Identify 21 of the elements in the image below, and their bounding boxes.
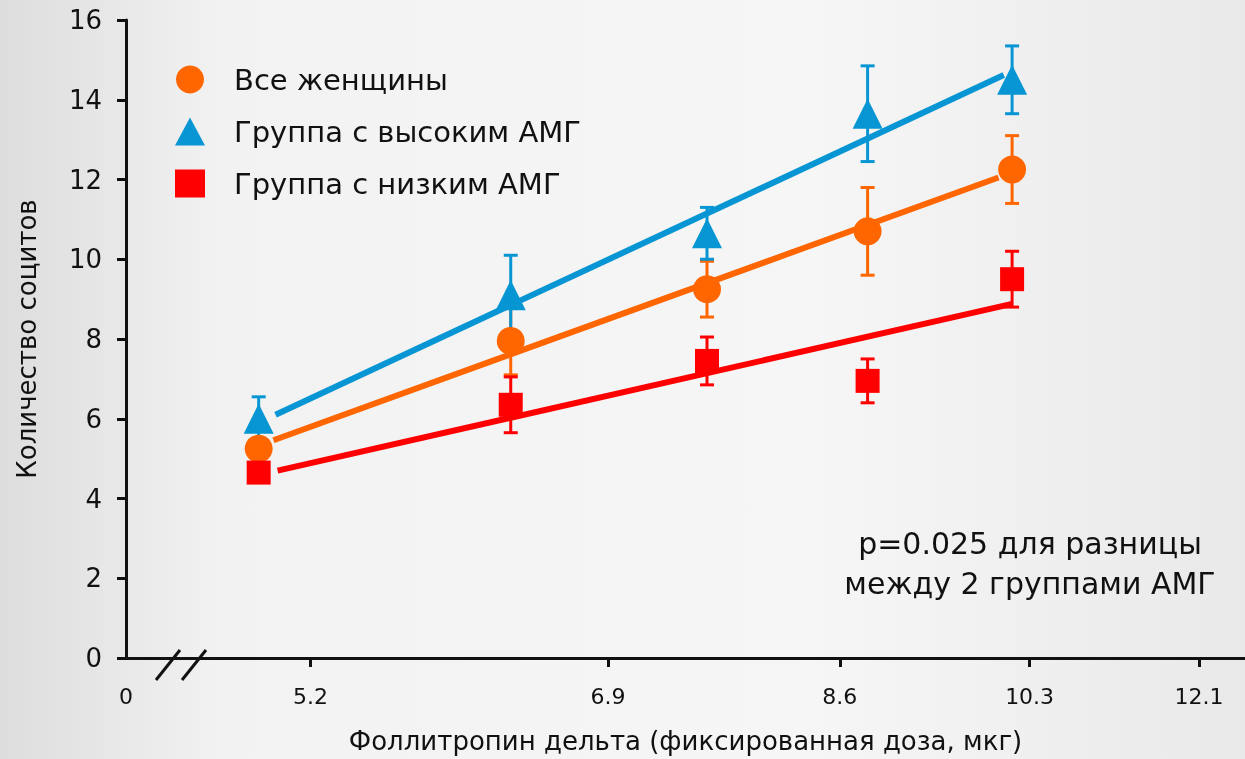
y-tick-label: 10 — [68, 244, 102, 275]
y-tick-label: 6 — [85, 403, 102, 434]
y-tick-label: 16 — [68, 5, 102, 35]
x-tick-label: 0 — [119, 683, 133, 709]
annotation: p=0.025 для разницы между 2 группами АМГ — [843, 525, 1217, 603]
y-axis-title: Количество социтов — [12, 199, 42, 479]
y-tick-label: 0 — [85, 643, 102, 673]
y-tick-label: 8 — [85, 324, 102, 354]
y-tick-label: 12 — [68, 164, 102, 195]
y-tick-label: 4 — [85, 483, 102, 514]
legend-label: Группа с высоким АМГ — [234, 114, 582, 149]
x-tick-label: 6.9 — [590, 683, 626, 709]
y-tick-label: 14 — [68, 84, 102, 115]
x-tick-label: 5.2 — [293, 683, 329, 709]
x-tick-label: 8.6 — [822, 683, 858, 709]
x-tick-label: 12.1 — [1174, 683, 1224, 709]
y-tick-label: 2 — [85, 563, 102, 594]
x-axis-title: Фоллитропин дельта (фиксированная доза, мкг) — [348, 726, 1023, 756]
legend-label: Все женщины — [234, 62, 448, 97]
x-tick-label: 10.3 — [1005, 683, 1055, 709]
legend-label: Группа с низким АМГ — [234, 166, 561, 201]
